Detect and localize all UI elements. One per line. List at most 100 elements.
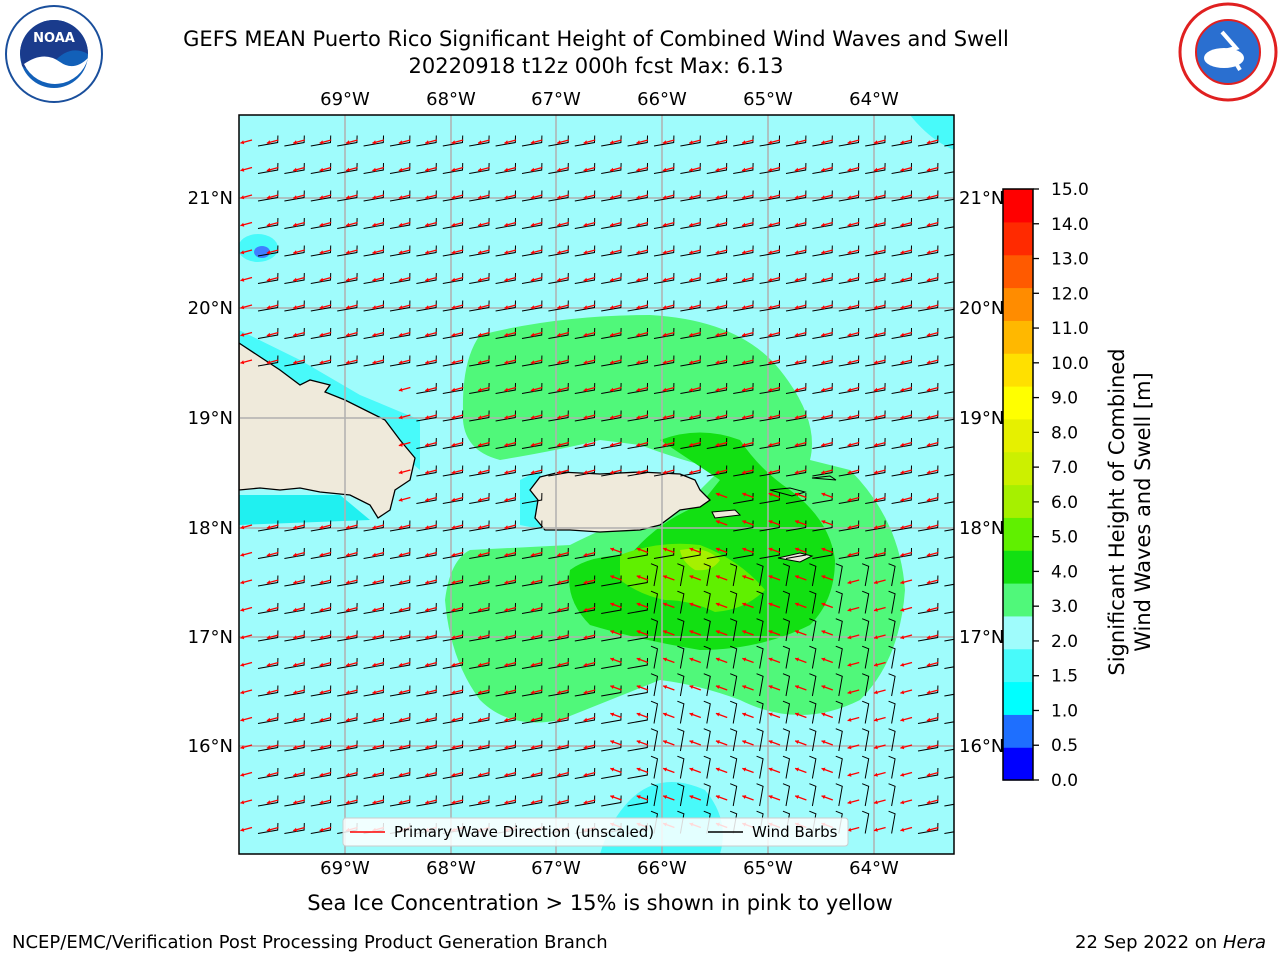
wind-barb <box>442 383 464 394</box>
wave-arrow-head <box>874 827 878 832</box>
wave-arrow-head <box>504 222 509 227</box>
wave-arrow-head <box>794 222 799 227</box>
wind-barb <box>284 245 305 257</box>
wave-arrow-head <box>768 415 773 420</box>
wind-barb <box>838 135 860 147</box>
wave-arrow-head <box>900 277 905 282</box>
wind-barb <box>812 273 833 284</box>
wave-arrow-head <box>874 745 878 750</box>
wave-arrow-head <box>266 690 271 695</box>
wave-arrow-head <box>372 167 377 172</box>
lon-labels-bottom: 69°W 68°W 67°W 66°W 65°W 64°W <box>320 858 899 879</box>
wave-arrow-head <box>266 277 271 282</box>
wave-arrow-head <box>398 415 403 420</box>
wind-barb <box>861 590 870 614</box>
wind-barb <box>416 355 437 367</box>
wind-barb <box>363 768 385 779</box>
wind-barb <box>653 328 675 339</box>
wind-barb <box>888 783 896 807</box>
wind-barb <box>785 548 807 559</box>
wave-arrow-head <box>451 332 456 337</box>
wave-arrow-head <box>900 470 905 475</box>
wave-arrow-head <box>583 387 588 392</box>
wind-barb <box>495 713 517 724</box>
wave-arrow-head <box>847 717 852 722</box>
wave-arrow-head <box>900 360 905 365</box>
wind-barb <box>733 245 754 257</box>
wind-barb <box>782 728 791 752</box>
wave-arrow-head <box>530 717 535 722</box>
wave-arrow-head <box>451 140 456 145</box>
wind-barb <box>601 355 622 367</box>
wind-barb <box>574 135 596 147</box>
wave-arrow-head <box>583 167 588 172</box>
wave-arrow-head <box>583 800 588 805</box>
wind-barb <box>601 740 622 752</box>
wind-barb <box>891 438 913 449</box>
wind-barb <box>809 590 817 614</box>
wave-arrow-head <box>504 277 509 282</box>
wind-barb <box>363 740 385 752</box>
lon-label: 68°W <box>426 858 476 879</box>
wind-barb <box>363 520 385 532</box>
wave-arrow-head <box>926 470 931 475</box>
wave-arrow-head <box>715 415 720 420</box>
wind-barb <box>548 245 569 257</box>
wind-barb <box>548 603 569 614</box>
wave-arrow-head <box>821 547 826 552</box>
wave-arrow-head <box>398 277 403 282</box>
wave-arrow-head <box>372 635 377 640</box>
wave-arrow-head <box>240 607 245 612</box>
wind-barb <box>650 728 659 752</box>
wind-barb <box>416 218 437 229</box>
wave-arrow-head <box>346 167 350 172</box>
wave-arrow-head <box>266 800 271 805</box>
wave-arrow-head <box>240 525 245 530</box>
wave-arrow-head <box>398 442 403 447</box>
wave-arrow-head <box>530 277 535 282</box>
wave-arrow-head <box>900 305 905 310</box>
wave-arrow-head <box>372 140 377 145</box>
wave-arrow-head <box>610 305 614 310</box>
wind-barb <box>627 685 649 697</box>
wave-arrow-head <box>319 772 324 777</box>
wind-barb <box>891 190 913 202</box>
wind-barb <box>574 768 596 779</box>
wind-barb <box>703 728 711 752</box>
wave-arrow-head <box>266 607 271 612</box>
wind-barb <box>759 383 781 394</box>
wind-barb <box>601 190 622 202</box>
wave-arrow-head <box>319 525 324 530</box>
wave-arrow-head <box>794 360 799 365</box>
wave-arrow-head <box>398 497 403 502</box>
wind-barb <box>389 740 411 752</box>
wave-arrow-head <box>610 685 615 690</box>
wind-barb <box>574 410 596 422</box>
wind-barb <box>442 135 464 147</box>
colorbar-label: Significant Height of Combined Wind Wave… <box>1104 252 1156 772</box>
wind-barb <box>495 603 517 614</box>
wind-barb <box>944 528 954 532</box>
wind-barb <box>891 355 913 367</box>
wind-barb <box>284 273 305 284</box>
wave-arrow-head <box>768 250 773 255</box>
wind-barb <box>944 638 954 642</box>
wind-barb <box>944 776 954 779</box>
wave-arrow-head <box>926 222 931 227</box>
wave-arrow-head <box>293 222 298 227</box>
wind-barb <box>729 755 738 779</box>
wind-barb <box>917 795 939 807</box>
wind-barb <box>574 685 596 697</box>
wave-arrow-head <box>662 442 667 447</box>
wind-barb <box>548 740 569 752</box>
wind-barb <box>389 548 411 559</box>
wind-barb <box>521 190 543 202</box>
wind-barb <box>627 658 649 669</box>
wind-barb <box>469 658 490 669</box>
wind-barb <box>891 493 913 504</box>
wind-barb <box>521 410 543 422</box>
wind-barb <box>759 355 781 367</box>
wind-barb <box>363 685 385 697</box>
wave-arrow-head <box>583 442 588 447</box>
wind-barb <box>627 328 649 339</box>
